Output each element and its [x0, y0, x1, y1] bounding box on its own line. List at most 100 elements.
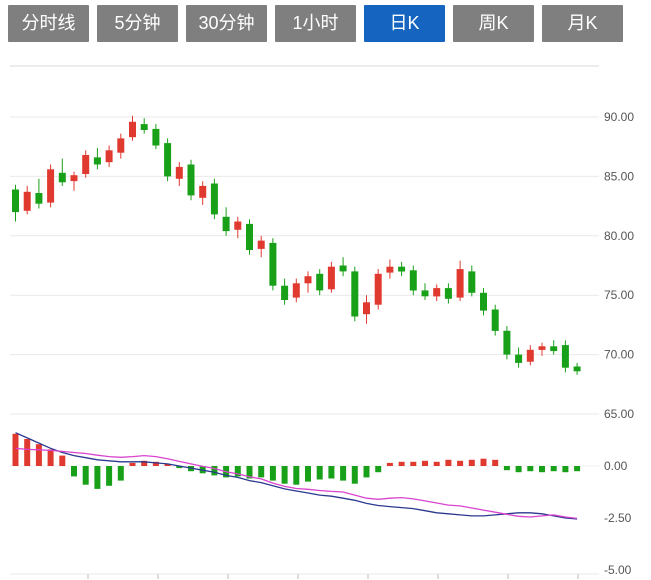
- candle: [480, 292, 487, 311]
- macd-bar: [386, 462, 393, 466]
- candle: [246, 223, 253, 250]
- macd-bar: [258, 466, 265, 478]
- tab-daily-k[interactable]: 日K: [364, 5, 445, 42]
- macd-bar: [269, 466, 276, 481]
- candle: [491, 309, 499, 331]
- macd-axis-label: -2.50: [604, 511, 632, 525]
- macd-histogram: [12, 433, 581, 489]
- macd-axis-label: 0.00: [604, 459, 628, 473]
- candle: [105, 150, 113, 163]
- candle: [573, 366, 581, 372]
- price-axis-label: 85.00: [604, 169, 634, 183]
- macd-bar: [129, 462, 136, 466]
- tab-monthly-k[interactable]: 月K: [542, 5, 623, 42]
- candle: [421, 290, 429, 297]
- macd-bar: [141, 460, 148, 466]
- candle: [468, 271, 476, 293]
- candle: [70, 175, 78, 182]
- macd-bar: [351, 466, 358, 484]
- macd-bar: [515, 466, 522, 473]
- candle: [175, 166, 183, 179]
- candle: [187, 164, 195, 196]
- candle: [456, 269, 464, 298]
- macd-bar: [503, 466, 510, 471]
- macd-bar: [328, 466, 335, 479]
- price-gridlines: 90.00 85.00 80.00 75.00 70.00 65.00: [10, 110, 634, 421]
- macd-bar: [340, 466, 347, 481]
- candle: [409, 270, 417, 291]
- macd-bar: [433, 461, 440, 466]
- macd-bar: [410, 461, 417, 466]
- price-axis-label: 65.00: [604, 407, 634, 421]
- macd-bar: [246, 466, 253, 479]
- candle: [444, 288, 452, 299]
- candle: [164, 143, 172, 177]
- macd-bar: [422, 460, 428, 466]
- candle: [117, 138, 125, 153]
- tab-30min[interactable]: 30分钟: [186, 5, 267, 42]
- macd-bar: [562, 466, 569, 473]
- macd-bar: [375, 466, 382, 473]
- candle: [550, 346, 558, 352]
- price-axis-label: 90.00: [604, 110, 634, 124]
- candle: [234, 221, 242, 230]
- candle: [526, 349, 534, 362]
- candle: [304, 276, 312, 284]
- candle: [503, 330, 511, 355]
- candle: [152, 128, 160, 146]
- period-tabs: 分时线 5分钟 30分钟 1小时 日K 周K 月K: [8, 5, 623, 42]
- dif-line: [15, 447, 578, 520]
- candle: [12, 189, 19, 213]
- macd-bar: [445, 459, 452, 466]
- candle: [269, 242, 277, 286]
- macd-bar: [35, 444, 42, 466]
- candle: [281, 285, 289, 300]
- candle: [327, 266, 335, 290]
- tab-5min[interactable]: 5分钟: [97, 5, 178, 42]
- candle: [58, 172, 66, 183]
- candle: [222, 216, 230, 232]
- candlestick-series: [12, 115, 581, 375]
- macd-bar: [281, 466, 288, 484]
- candle: [363, 302, 370, 315]
- dea-line: [15, 432, 578, 520]
- macd-bar: [176, 466, 183, 469]
- macd-bar: [480, 458, 487, 466]
- price-axis-label: 80.00: [604, 229, 634, 243]
- candle: [386, 266, 394, 273]
- tab-time-line[interactable]: 分时线: [8, 5, 89, 42]
- tab-1hour[interactable]: 1小时: [275, 5, 356, 42]
- macd-bar: [59, 455, 66, 466]
- macd-bar: [106, 466, 113, 486]
- tab-weekly-k[interactable]: 周K: [453, 5, 534, 42]
- macd-bar: [234, 466, 241, 477]
- macd-bar: [527, 466, 534, 472]
- candle: [257, 240, 265, 249]
- candle: [561, 345, 569, 368]
- macd-bar: [316, 466, 323, 480]
- macd-bar: [82, 466, 89, 485]
- candle: [398, 266, 406, 272]
- macd-bar: [164, 463, 171, 466]
- candle: [129, 121, 136, 138]
- macd-bar: [47, 449, 54, 466]
- macd-bar: [117, 466, 124, 481]
- macd-bar: [550, 466, 557, 472]
- macd-axis-label: -5.00: [604, 563, 632, 577]
- macd-bar: [398, 461, 405, 466]
- candle: [23, 191, 31, 211]
- macd-bar: [492, 459, 499, 466]
- macd-bar: [152, 461, 159, 466]
- candle: [515, 354, 523, 363]
- macd-bar: [94, 466, 101, 489]
- candle: [140, 124, 148, 130]
- candle: [339, 265, 347, 272]
- candle: [538, 346, 546, 350]
- macd-bar: [539, 466, 545, 473]
- candle: [292, 283, 300, 298]
- candle: [93, 157, 101, 165]
- candle: [47, 169, 55, 203]
- macd-bar: [457, 460, 464, 466]
- candle: [351, 271, 359, 317]
